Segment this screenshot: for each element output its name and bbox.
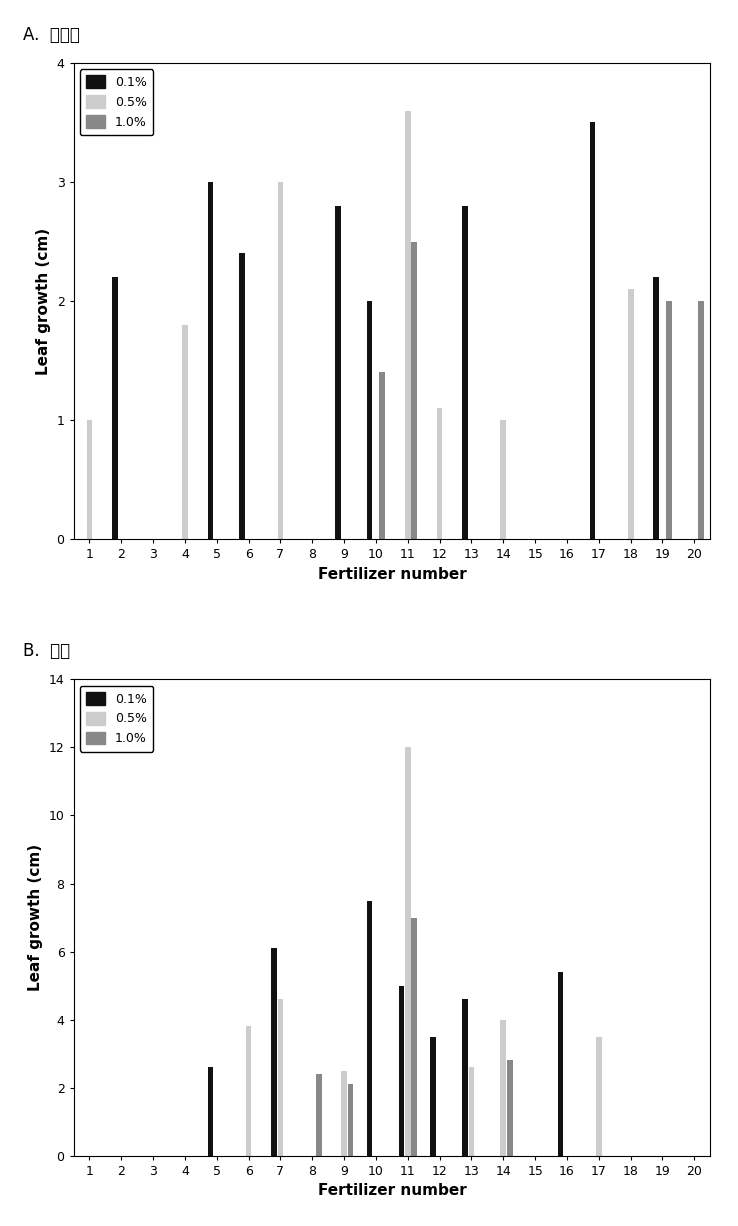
Bar <box>462 999 468 1156</box>
Text: A.  청경채: A. 청경채 <box>23 26 80 44</box>
Bar <box>405 110 410 539</box>
Bar <box>462 206 468 539</box>
Bar <box>86 421 92 539</box>
Bar <box>653 277 659 539</box>
Bar <box>628 289 633 539</box>
Bar <box>316 1074 322 1156</box>
Bar <box>182 325 187 539</box>
Bar <box>698 302 703 539</box>
Bar <box>500 1020 506 1156</box>
Bar <box>469 1067 475 1156</box>
Bar <box>411 917 417 1156</box>
Bar <box>437 408 443 539</box>
Bar <box>272 948 277 1156</box>
Bar <box>590 123 596 539</box>
Bar <box>367 302 373 539</box>
Bar <box>430 1036 436 1156</box>
Bar <box>277 999 283 1156</box>
Bar <box>558 972 564 1156</box>
Y-axis label: Leaf growth (cm): Leaf growth (cm) <box>28 843 43 991</box>
Bar <box>207 181 213 539</box>
Bar <box>596 1036 601 1156</box>
Bar <box>239 254 245 539</box>
Bar <box>666 302 672 539</box>
Bar <box>207 1067 213 1156</box>
Bar <box>341 1070 347 1156</box>
Legend: 0.1%, 0.5%, 1.0%: 0.1%, 0.5%, 1.0% <box>80 685 153 752</box>
Bar <box>507 1060 512 1156</box>
X-axis label: Fertilizer number: Fertilizer number <box>317 1183 466 1198</box>
Bar <box>367 901 373 1156</box>
Bar <box>379 373 385 539</box>
Y-axis label: Leaf growth (cm): Leaf growth (cm) <box>36 228 51 375</box>
Bar <box>246 1026 252 1156</box>
X-axis label: Fertilizer number: Fertilizer number <box>317 566 466 582</box>
Bar <box>399 986 404 1156</box>
Bar <box>348 1084 354 1156</box>
Bar <box>112 277 118 539</box>
Bar <box>335 206 341 539</box>
Text: B.  상추: B. 상추 <box>23 642 69 661</box>
Bar <box>405 748 410 1156</box>
Bar <box>411 242 417 539</box>
Bar <box>277 181 283 539</box>
Legend: 0.1%, 0.5%, 1.0%: 0.1%, 0.5%, 1.0% <box>80 69 153 135</box>
Bar <box>500 421 506 539</box>
